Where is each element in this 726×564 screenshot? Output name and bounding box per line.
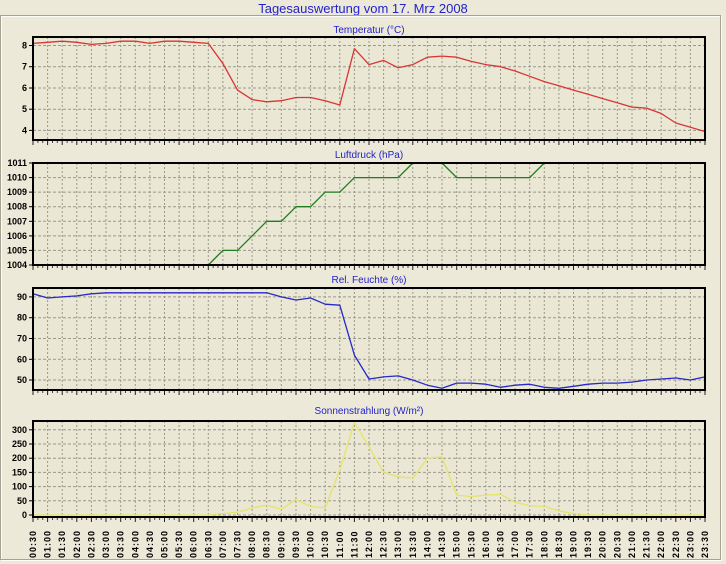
solar-ytick-label: 150 [12,467,27,477]
x-axis-time-label: 08:30 [262,530,272,558]
x-axis-time-label: 20:30 [612,530,622,558]
chart-title-solar: Sonnenstrahlung (W/m²) [314,406,424,417]
x-axis-time-label: 05:00 [160,530,170,558]
x-axis-time-label: 23:30 [700,530,710,558]
x-axis-time-label: 22:30 [671,530,681,558]
solar-ytick-label: 200 [12,453,27,463]
x-axis-time-label: 02:30 [86,530,96,558]
x-axis-time-label: 17:00 [510,530,520,558]
x-axis-time-label: 04:30 [145,530,155,558]
x-axis-time-label: 19:30 [583,530,593,558]
x-axis-labels: 00:30 01:00 01:30 02:00 02:30 03:00 03:30 04:00… [28,530,710,558]
solar-plot: 0 50 100 150 200 250 300 [12,420,706,522]
temperature-ytick-label: 8 [22,41,27,51]
humidity-ytick-label: 50 [17,375,27,385]
temperature-ytick-label: 4 [22,125,27,135]
chart-title-pressure: Luftdruck (hPa) [334,150,404,161]
x-axis-time-label: 14:30 [437,530,447,558]
x-axis-time-label: 09:30 [291,530,301,558]
x-axis-time-label: 02:00 [72,530,82,558]
x-axis-time-label: 06:00 [189,530,199,558]
temperature-ytick-label: 6 [22,83,27,93]
pressure-ytick-label: 1007 [7,216,27,226]
x-axis-time-label: 22:00 [656,530,666,558]
pressure-ytick-label: 1006 [7,231,27,241]
solar-ytick-label: 250 [12,439,27,449]
x-axis-time-label: 13:00 [393,530,403,558]
temperature-ytick-label: 7 [22,62,27,72]
x-axis-time-label: 20:00 [598,530,608,558]
x-axis-time-label: 07:30 [233,530,243,558]
x-axis-time-label: 17:30 [525,530,535,558]
humidity-ytick-label: 80 [17,313,27,323]
x-axis-time-label: 08:00 [247,530,257,558]
solar-ytick-label: 300 [12,425,27,435]
pressure-ytick-label: 1004 [7,260,27,270]
x-axis-time-label: 19:00 [569,530,579,558]
temperature-ytick-label: 5 [22,104,27,114]
x-axis-time-label: 09:00 [276,530,286,558]
x-axis-time-label: 03:00 [101,530,111,558]
pressure-plot: 1004 1005 1006 1007 1008 1009 1010 1011 [7,158,706,270]
pressure-ytick-label: 1010 [7,173,27,183]
humidity-ytick-label: 90 [17,292,27,302]
x-axis-time-label: 15:00 [452,530,462,558]
x-axis-time-label: 21:00 [627,530,637,558]
x-axis-time-label: 07:00 [218,530,228,558]
pressure-ytick-label: 1005 [7,245,27,255]
x-axis-time-label: 18:30 [554,530,564,558]
humidity-ytick-label: 70 [17,334,27,344]
x-axis-time-label: 00:30 [28,530,38,558]
x-axis-time-label: 12:00 [364,530,374,558]
x-axis-time-label: 01:00 [43,530,53,558]
x-axis-time-label: 10:30 [320,530,330,558]
x-axis-time-label: 06:30 [203,530,213,558]
pressure-ytick-label: 1011 [7,158,27,168]
chart-title-humidity: Rel. Feuchte (%) [331,275,407,286]
x-axis-time-label: 18:00 [539,530,549,558]
x-axis-time-label: 11:30 [349,530,359,558]
pressure-ytick-label: 1008 [7,202,27,212]
solar-ytick-label: 0 [22,510,27,520]
x-axis-time-label: 13:30 [408,530,418,558]
x-axis-time-label: 23:00 [685,530,695,558]
x-axis-time-label: 15:30 [466,530,476,558]
x-axis-time-label: 16:30 [496,530,506,558]
humidity-ytick-label: 60 [17,354,27,364]
x-axis-time-label: 04:00 [130,530,140,558]
x-axis-time-label: 16:00 [481,530,491,558]
x-axis-time-label: 12:30 [379,530,389,558]
x-axis-time-label: 11:00 [335,530,345,558]
x-axis-time-label: 10:00 [306,530,316,558]
temperature-line [32,40,706,133]
x-axis-time-label: 03:30 [116,530,126,558]
chart-title-temperature: Temperatur (°C) [333,25,405,36]
pressure-ytick-label: 1009 [7,187,27,197]
x-axis-time-label: 14:00 [422,530,432,558]
humidity-line [32,292,706,389]
x-axis-time-label: 21:30 [642,530,652,558]
temperature-plot: 4 5 6 7 8 [22,36,706,145]
x-axis-time-label: 01:30 [57,530,67,558]
x-axis-time-label: 05:30 [174,530,184,558]
page-title: Tagesauswertung vom 17. Mrz 2008 [258,1,468,16]
humidity-plot: 50 60 70 80 90 [17,287,706,395]
solar-line [33,422,705,516]
solar-ytick-label: 50 [17,496,27,506]
solar-ytick-label: 100 [12,482,27,492]
